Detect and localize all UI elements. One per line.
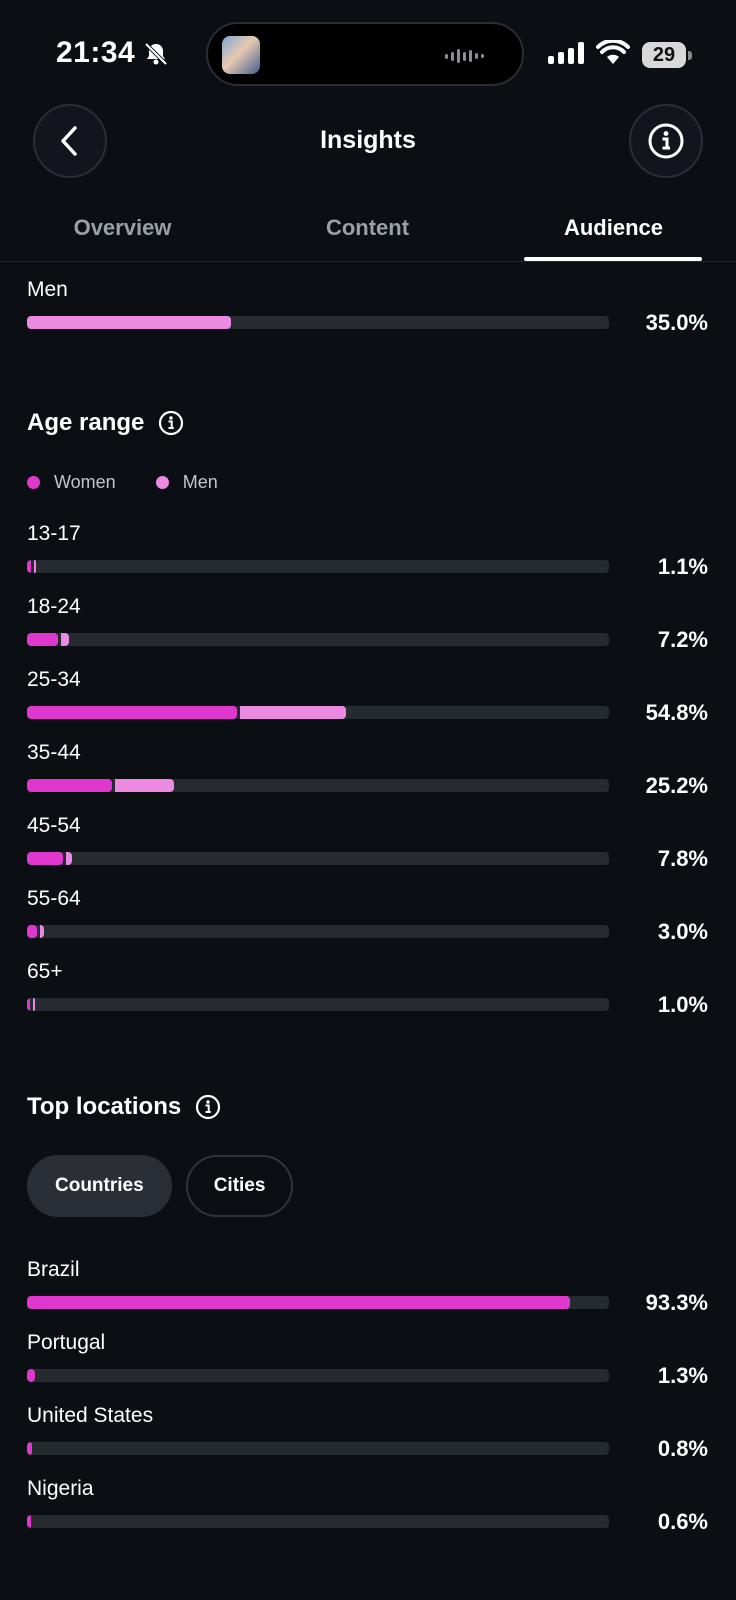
- battery-icon: 29: [642, 42, 692, 68]
- location-row-label: Nigeria: [27, 1477, 94, 1500]
- age-row-women-fill: [27, 779, 112, 792]
- women-dot-icon: [27, 476, 40, 489]
- info-icon[interactable]: [195, 1094, 221, 1120]
- battery-level: 29: [642, 42, 686, 68]
- now-playing-thumbnail: [222, 36, 260, 74]
- page-title: Insights: [320, 126, 416, 154]
- top-locations-heading: Top locations: [27, 1093, 221, 1121]
- chevron-left-icon: [61, 126, 77, 156]
- location-row-percent: 93.3%: [645, 1290, 708, 1315]
- age-row-label: 35-44: [27, 741, 81, 764]
- men-dot-icon: [155, 476, 169, 489]
- legend-women: Women: [27, 472, 116, 493]
- location-row-bar: [27, 1442, 609, 1455]
- location-row-label: Portugal: [27, 1331, 106, 1354]
- location-row-fill: [27, 1442, 32, 1455]
- top-locations-title: Top locations: [27, 1093, 182, 1120]
- tab-audience[interactable]: Audience: [563, 215, 664, 240]
- age-row-men-fill: [61, 633, 69, 646]
- location-row-fill: [27, 1296, 570, 1309]
- age-row-percent: 1.1%: [657, 554, 708, 579]
- age-row-women-fill: [27, 925, 37, 938]
- gender-men-label: Men: [27, 278, 68, 301]
- location-row-label: United States: [27, 1404, 154, 1427]
- age-legend: Women Men: [27, 472, 218, 493]
- age-range-heading: Age range: [27, 409, 184, 437]
- legend-men-label: Men: [182, 472, 218, 492]
- age-row-bar: [27, 925, 609, 938]
- age-row-bar: [27, 998, 609, 1011]
- info-icon[interactable]: [158, 410, 184, 436]
- age-row-men-fill: [33, 998, 35, 1011]
- age-row-percent: 1.0%: [657, 992, 708, 1017]
- audio-waveform-icon: [445, 48, 484, 64]
- chip-countries[interactable]: Countries: [27, 1155, 172, 1217]
- age-row-women-fill: [27, 998, 30, 1011]
- age-row-percent: 3.0%: [657, 919, 708, 944]
- location-filter-chips: Countries Cities: [27, 1155, 294, 1217]
- age-row-women-fill: [27, 852, 63, 865]
- age-row-men-fill: [66, 852, 72, 865]
- gender-men-bar: [27, 316, 609, 329]
- info-icon: [648, 123, 684, 159]
- age-row-bar: [27, 560, 609, 573]
- gender-men-percent: 35.0%: [645, 310, 708, 335]
- location-row-fill: [27, 1515, 31, 1528]
- legend-women-label: Women: [54, 472, 116, 492]
- chip-cities[interactable]: Cities: [185, 1155, 294, 1217]
- tab-content[interactable]: Content: [325, 215, 410, 240]
- age-row-percent: 7.2%: [657, 627, 708, 652]
- legend-men: Men: [155, 472, 218, 493]
- location-row-fill: [27, 1369, 35, 1382]
- active-tab-indicator: [524, 257, 702, 261]
- location-row-bar: [27, 1369, 609, 1382]
- location-row-bar: [27, 1515, 609, 1528]
- dynamic-island[interactable]: [206, 22, 524, 86]
- age-row-label: 55-64: [27, 887, 81, 910]
- info-button[interactable]: [629, 104, 703, 178]
- age-row-percent: 7.8%: [657, 846, 708, 871]
- age-row-label: 13-17: [27, 522, 81, 545]
- age-row-percent: 25.2%: [645, 773, 708, 798]
- location-row-percent: 1.3%: [657, 1363, 708, 1388]
- status-time: 21:34: [56, 36, 136, 69]
- age-row-bar: [27, 706, 609, 719]
- age-range-title: Age range: [27, 409, 145, 436]
- age-row-percent: 54.8%: [645, 700, 708, 725]
- age-row-men-fill: [34, 560, 36, 573]
- age-row-men-fill: [115, 779, 174, 792]
- age-row-label: 45-54: [27, 814, 81, 837]
- age-row-label: 65+: [27, 960, 63, 983]
- age-row-men-fill: [240, 706, 346, 719]
- location-row-percent: 0.6%: [657, 1509, 708, 1534]
- bell-muted-icon: [144, 42, 168, 66]
- location-row-percent: 0.8%: [657, 1436, 708, 1461]
- age-row-label: 18-24: [27, 595, 81, 618]
- age-row-women-fill: [27, 560, 31, 573]
- location-row-label: Brazil: [27, 1258, 80, 1281]
- age-row-bar: [27, 779, 609, 792]
- age-row-label: 25-34: [27, 668, 81, 691]
- back-button[interactable]: [33, 104, 107, 178]
- age-row-women-fill: [27, 706, 237, 719]
- age-row-bar: [27, 852, 609, 865]
- location-row-bar: [27, 1296, 609, 1309]
- tab-bar: Overview Content Audience: [0, 210, 736, 262]
- age-row-bar: [27, 633, 609, 646]
- status-bar: 21:34 29: [0, 0, 736, 100]
- tab-overview[interactable]: Overview: [73, 215, 172, 240]
- gender-men-fill: [27, 316, 231, 329]
- age-row-men-fill: [40, 925, 44, 938]
- age-row-women-fill: [27, 633, 58, 646]
- wifi-icon: [596, 40, 630, 64]
- cellular-signal-icon: [548, 42, 584, 64]
